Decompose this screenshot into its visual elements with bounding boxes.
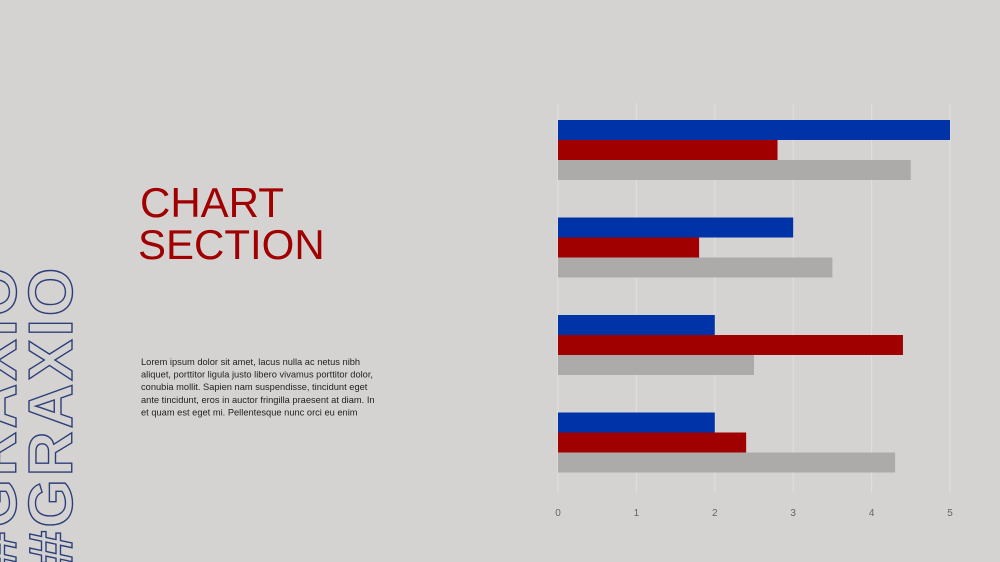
bar	[558, 160, 911, 180]
x-tick-label: 3	[790, 508, 796, 519]
bar	[558, 237, 700, 258]
bar	[558, 335, 903, 355]
x-tick-label: 2	[712, 508, 718, 519]
bar	[558, 217, 794, 238]
body-line: Lorem ipsum dolor sit amet, lacus nulla …	[141, 357, 360, 367]
bar	[558, 315, 715, 335]
bar	[558, 355, 754, 375]
bar	[558, 120, 950, 140]
bar	[558, 412, 715, 433]
body-text: Lorem ipsum dolor sit amet, lacus nulla …	[141, 357, 375, 417]
bar	[558, 452, 896, 473]
bar	[558, 432, 747, 453]
x-tick-label: 1	[634, 508, 640, 519]
body-line: conubia mollit. Sapien nam suspendisse, …	[141, 382, 368, 392]
bar	[558, 257, 833, 278]
bar	[558, 140, 778, 160]
side-text: #GRAXIO	[17, 265, 86, 562]
body-line: aliquet, porttitor ligula justo libero v…	[141, 370, 373, 380]
x-tick-label: 0	[555, 508, 561, 519]
title: CHART	[140, 179, 284, 226]
title: SECTION	[138, 221, 325, 268]
side-text: #GRAXIO	[0, 265, 30, 562]
chart: 0 1 2 3 4 5	[555, 103, 953, 519]
x-tick-label: 4	[869, 508, 875, 519]
body-line: ante tincidunt, eros in auctor fringilla…	[141, 395, 375, 405]
body-line: et quam est eget mi. Pellentesque nunc o…	[141, 407, 358, 417]
x-tick-label: 5	[947, 508, 953, 519]
